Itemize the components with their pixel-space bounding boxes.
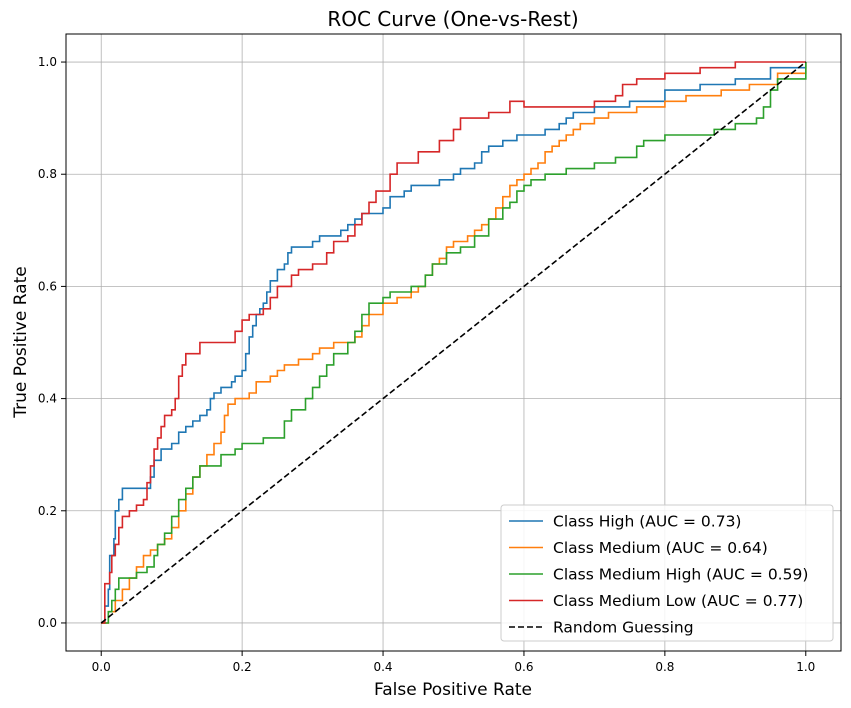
y-tick-label: 0.6 — [38, 279, 57, 293]
y-tick-label: 1.0 — [38, 55, 57, 69]
y-tick-label: 0.8 — [38, 167, 57, 181]
legend-label: Class Medium Low (AUC = 0.77) — [553, 592, 803, 610]
legend-label: Random Guessing — [553, 619, 694, 637]
series-line-1 — [101, 62, 807, 624]
legend-box — [500, 504, 834, 642]
series-layer — [100, 61, 807, 624]
series-line-3 — [101, 62, 807, 624]
x-tick-label: 0.0 — [92, 660, 111, 674]
series-line-2 — [101, 62, 807, 624]
x-tick-label: 0.2 — [233, 660, 252, 674]
x-tick-label: 0.4 — [373, 660, 392, 674]
plot-frame — [65, 33, 842, 652]
y-axis-label: True Positive Rate — [11, 266, 31, 418]
chart-title: ROC Curve (One-vs-Rest) — [327, 7, 578, 31]
legend-label: Class Medium (AUC = 0.64) — [553, 539, 768, 557]
x-tick-label: 1.0 — [796, 660, 815, 674]
axis-ticks: 0.0 0.2 0.4 0.6 0.8 1.0 0.0 0.2 0.4 0.6 0.8 1.0 — [38, 55, 815, 674]
x-axis-label: False Positive Rate — [374, 680, 532, 700]
y-tick-label: 0.2 — [38, 504, 57, 518]
legend: Class High (AUC = 0.73) Class Medium (AUC… — [500, 504, 834, 642]
y-tick-label: 0.4 — [38, 392, 57, 406]
x-tick-label: 0.6 — [514, 660, 533, 674]
series-line-5 — [100, 61, 807, 624]
y-tick-label: 0.0 — [38, 616, 57, 630]
series-line-4 — [101, 61, 806, 624]
x-tick-label: 0.8 — [655, 660, 674, 674]
grid-lines — [66, 34, 841, 651]
legend-label: Class High (AUC = 0.73) — [553, 513, 741, 531]
legend-label: Class Medium High (AUC = 0.59) — [553, 566, 808, 584]
